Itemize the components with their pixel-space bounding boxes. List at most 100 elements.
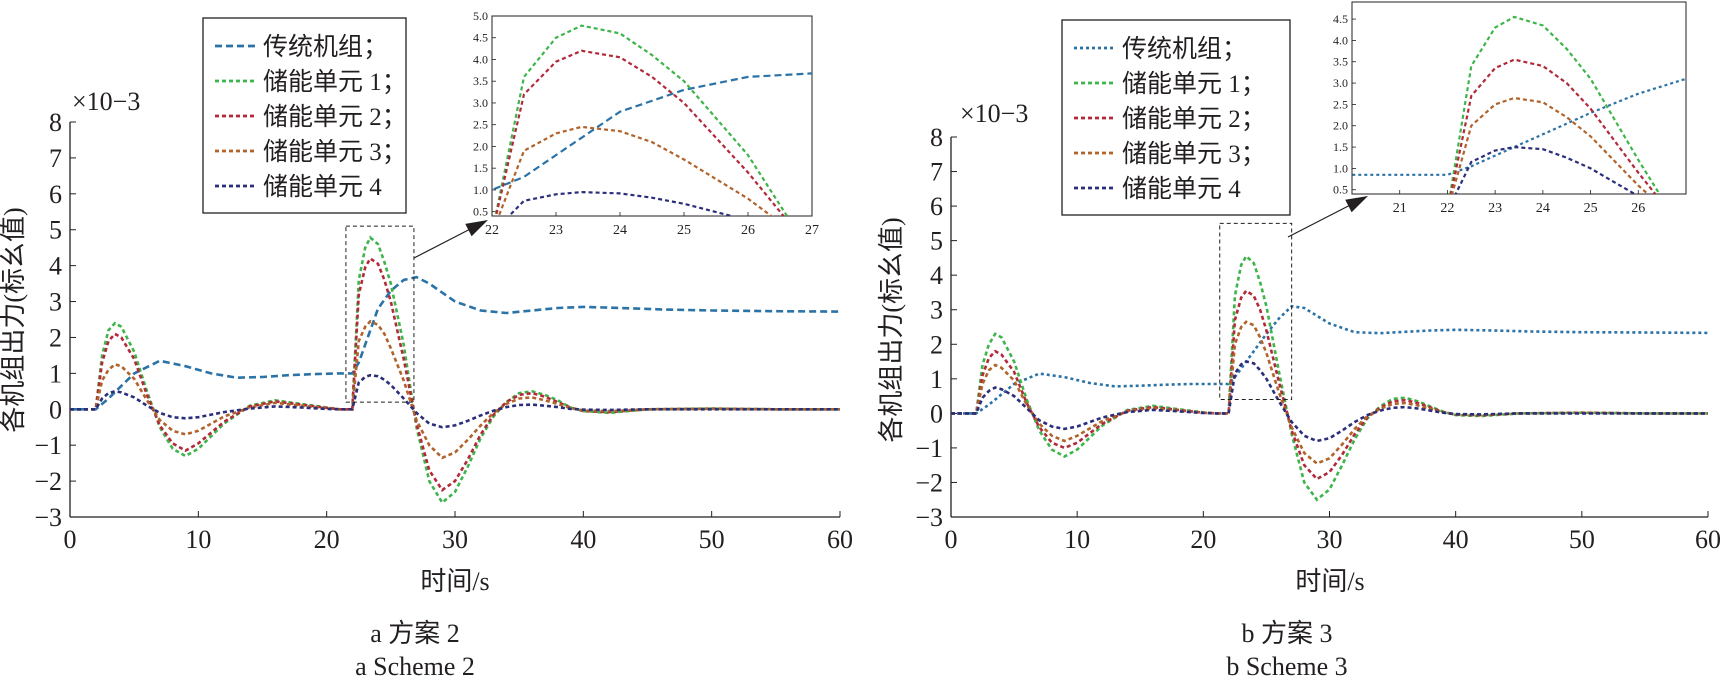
inset-x-tick-label: 27 — [805, 223, 819, 238]
inset-y-tick-label: 4.5 — [473, 31, 488, 45]
series-line-1 — [70, 275, 841, 411]
y-tick-label: 7 — [930, 158, 943, 187]
series-line-2 — [70, 235, 840, 505]
inset-x-tick-label: 22 — [1440, 201, 1454, 216]
y-tick-label: 0 — [930, 399, 943, 428]
legend-label-4: 储能单元 3； — [263, 138, 407, 166]
x-tick-label: 10 — [1064, 525, 1090, 554]
x-axis-label: 时间/s — [1295, 567, 1364, 596]
x-tick-label: 10 — [185, 525, 211, 554]
caption-b-en: b Scheme 3 — [1226, 652, 1348, 681]
inset-x-tick-label: 22 — [485, 223, 499, 238]
zoom-arrow-head — [465, 220, 488, 237]
x-tick-label: 50 — [699, 525, 725, 554]
inset-series-group — [1352, 15, 1686, 194]
y-tick-label: 4 — [49, 252, 62, 281]
inset-series-line-1 — [1352, 77, 1686, 176]
y-tick-label: 7 — [49, 144, 62, 173]
y-multiplier-label: ×10−3 — [960, 99, 1028, 128]
inset-x-tick-label: 26 — [1631, 201, 1645, 216]
series-line-5 — [951, 360, 1708, 443]
inset-y-tick-label: 0.5 — [1333, 183, 1348, 197]
inset-y-tick-label: 1.0 — [1333, 161, 1348, 175]
zoom-arrow-line — [1287, 199, 1361, 238]
inset-x-tick-label: 26 — [741, 223, 755, 238]
legend-label-5: 储能单元 4 — [1122, 175, 1241, 203]
y-tick-label: 2 — [930, 330, 943, 359]
x-tick-label: 20 — [1190, 525, 1216, 554]
series-line-3 — [70, 256, 840, 492]
y-tick-label: −3 — [915, 503, 943, 532]
y-tick-label: 1 — [930, 365, 943, 394]
inset-y-tick-label: 3.0 — [473, 96, 488, 110]
series-line-1 — [951, 304, 1709, 415]
inset-y-tick-label: 2.5 — [1333, 97, 1348, 111]
y-tick-label: 5 — [49, 216, 62, 245]
y-tick-label: 0 — [49, 395, 62, 424]
inset-y-tick-label: 1.0 — [473, 183, 488, 197]
x-tick-label: 40 — [1443, 525, 1469, 554]
x-tick-label: 20 — [314, 525, 340, 554]
inset-y-tick-label: 3.0 — [1333, 76, 1348, 90]
y-tick-label: 5 — [930, 227, 943, 256]
y-tick-label: −1 — [915, 434, 943, 463]
inset-y-tick-label: 2.0 — [473, 139, 488, 153]
inset-series-line-5 — [1454, 145, 1637, 194]
inset-series-line-3 — [1449, 58, 1657, 194]
series-line-5 — [70, 373, 840, 429]
inset-x-tick-label: 24 — [613, 223, 627, 238]
x-tick-label: 0 — [945, 525, 958, 554]
legend-box — [1061, 19, 1291, 216]
x-tick-label: 60 — [1695, 525, 1721, 554]
inset-y-tick-label: 3.5 — [1333, 55, 1348, 69]
inset-y-tick-label: 0.5 — [473, 205, 488, 219]
legend-label-1: 传统机组； — [1122, 35, 1247, 63]
inset-series-line-1 — [492, 72, 812, 191]
inset-y-tick-label: 1.5 — [1333, 140, 1348, 154]
legend-label-1: 传统机组； — [263, 33, 388, 61]
x-tick-label: 40 — [570, 525, 596, 554]
zoom-region-box — [1219, 222, 1293, 401]
y-tick-label: 3 — [49, 288, 62, 317]
y-tick-label: 1 — [49, 359, 62, 388]
legend-label-2: 储能单元 1； — [1122, 70, 1266, 98]
caption-a-en: a Scheme 2 — [355, 652, 475, 681]
series-line-3 — [951, 288, 1708, 481]
inset-series-line-4 — [497, 125, 774, 216]
inset-x-tick-label: 21 — [1393, 201, 1407, 216]
inset-x-tick-label: 23 — [1488, 201, 1502, 216]
caption-a-cn: a 方案 2 — [370, 619, 460, 648]
y-tick-label: −2 — [34, 467, 62, 496]
legend-label-5: 储能单元 4 — [263, 173, 382, 201]
legend-label-4: 储能单元 3； — [1122, 140, 1266, 168]
y-tick-label: 8 — [930, 123, 943, 152]
y-tick-label: 6 — [49, 180, 62, 209]
inset-series-line-5 — [507, 190, 736, 216]
legend-label-2: 储能单元 1； — [263, 68, 407, 96]
inset-series-group — [492, 24, 812, 216]
inset-y-tick-label: 2.0 — [1333, 119, 1348, 133]
inset-y-tick-label: 1.5 — [473, 161, 488, 175]
y-tick-label: 4 — [930, 261, 943, 290]
inset-x-tick-label: 25 — [1584, 201, 1598, 216]
inset-y-tick-label: 4.0 — [473, 52, 488, 66]
x-tick-label: 60 — [827, 525, 853, 554]
series-line-4 — [70, 319, 840, 460]
inset-frame — [491, 15, 813, 217]
y-tick-label: 8 — [49, 108, 62, 137]
y-axis-label: 各机组出力(标幺值) — [0, 207, 28, 432]
y-tick-label: −1 — [34, 431, 62, 460]
series-line-2 — [951, 254, 1708, 502]
y-tick-label: 6 — [930, 192, 943, 221]
inset-x-tick-label: 23 — [549, 223, 563, 238]
zoom-arrow-head — [1345, 196, 1368, 213]
inset-series-line-2 — [494, 24, 789, 216]
series-line-4 — [951, 320, 1708, 465]
zoom-region-box — [345, 225, 415, 403]
x-tick-label: 0 — [64, 525, 77, 554]
y-tick-label: 3 — [930, 296, 943, 325]
inset-series-line-2 — [1449, 15, 1661, 194]
caption-b-cn: b 方案 3 — [1241, 619, 1333, 648]
